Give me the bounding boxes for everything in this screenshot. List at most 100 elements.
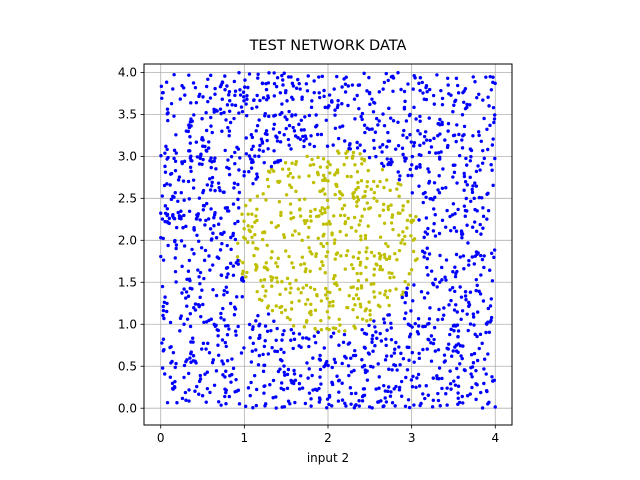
outside-point [294,86,299,90]
outside-point [402,156,407,160]
outside-point [445,76,450,80]
outside-point [476,164,480,168]
outside-point [225,243,229,248]
outside-point [229,247,233,252]
outside-point [282,133,286,137]
outside-point [180,396,185,401]
outside-point [425,257,430,261]
outside-point [393,147,398,151]
outside-point [456,391,460,395]
outside-point [163,204,168,208]
outside-point [412,283,416,287]
outside-point [163,219,167,224]
outside-point [254,129,258,133]
outside-point [424,216,429,220]
inside-point [363,194,367,198]
outside-point [204,347,208,351]
outside-point [195,233,199,238]
outside-point [232,181,237,185]
inside-point [284,193,289,197]
inside-point [255,289,259,294]
inside-point [284,249,288,253]
outside-point [225,359,230,363]
inside-point [327,304,332,308]
inside-point [235,255,240,259]
outside-point [279,386,283,390]
outside-point [433,234,438,238]
outside-point [414,117,418,121]
inside-point [342,203,347,208]
outside-point [282,350,286,355]
inside-point [330,231,334,235]
outside-point [237,168,241,172]
outside-point [440,376,444,381]
outside-point [230,372,234,377]
inside-point [318,165,323,169]
outside-point [451,269,455,274]
inside-point [369,250,374,255]
y-tick-label: 1.0 [118,317,137,331]
outside-point [449,327,453,332]
inside-point [314,252,319,256]
outside-point [492,248,497,252]
outside-point [318,375,322,379]
outside-point [201,341,206,346]
outside-point [212,110,216,114]
outside-point [315,132,320,137]
inside-point [288,202,293,206]
inside-point [314,254,318,259]
outside-point [477,133,481,138]
outside-point [233,390,237,394]
outside-point [370,127,374,131]
outside-point [338,125,342,129]
outside-point [356,83,361,87]
outside-point [429,269,434,273]
inside-point [338,287,342,292]
outside-point [458,285,462,289]
inside-point [289,307,294,311]
outside-point [197,275,201,279]
outside-point [193,359,197,363]
outside-point [436,188,440,192]
outside-point [481,226,485,230]
outside-point [286,399,291,403]
outside-point [227,172,232,177]
inside-point [324,286,328,291]
outside-point [236,219,240,224]
outside-point [333,113,337,117]
outside-point [325,397,330,401]
outside-point [220,97,224,101]
outside-point [305,89,310,93]
outside-point [462,100,466,105]
outside-point [440,265,444,270]
outside-point [173,159,178,163]
inside-point [364,265,368,269]
inside-point [264,198,268,202]
inside-point [269,220,274,225]
outside-point [289,75,293,79]
outside-point [417,351,421,356]
outside-point [402,128,406,133]
outside-point [467,263,471,267]
outside-point [456,335,460,339]
outside-point [287,109,291,114]
inside-point [280,167,285,171]
outside-point [223,340,228,345]
outside-point [275,76,280,80]
outside-point [478,222,482,227]
outside-point [458,344,463,348]
outside-point [304,137,308,141]
outside-point [342,77,346,81]
outside-point [189,350,193,354]
outside-point [453,212,457,216]
inside-point [298,207,302,211]
outside-point [226,125,230,130]
outside-point [262,160,266,165]
outside-point [312,144,317,149]
outside-point [465,394,470,398]
outside-point [206,217,211,221]
inside-point [369,282,373,286]
outside-point [469,199,473,203]
outside-point [384,400,389,404]
outside-point [219,216,223,220]
